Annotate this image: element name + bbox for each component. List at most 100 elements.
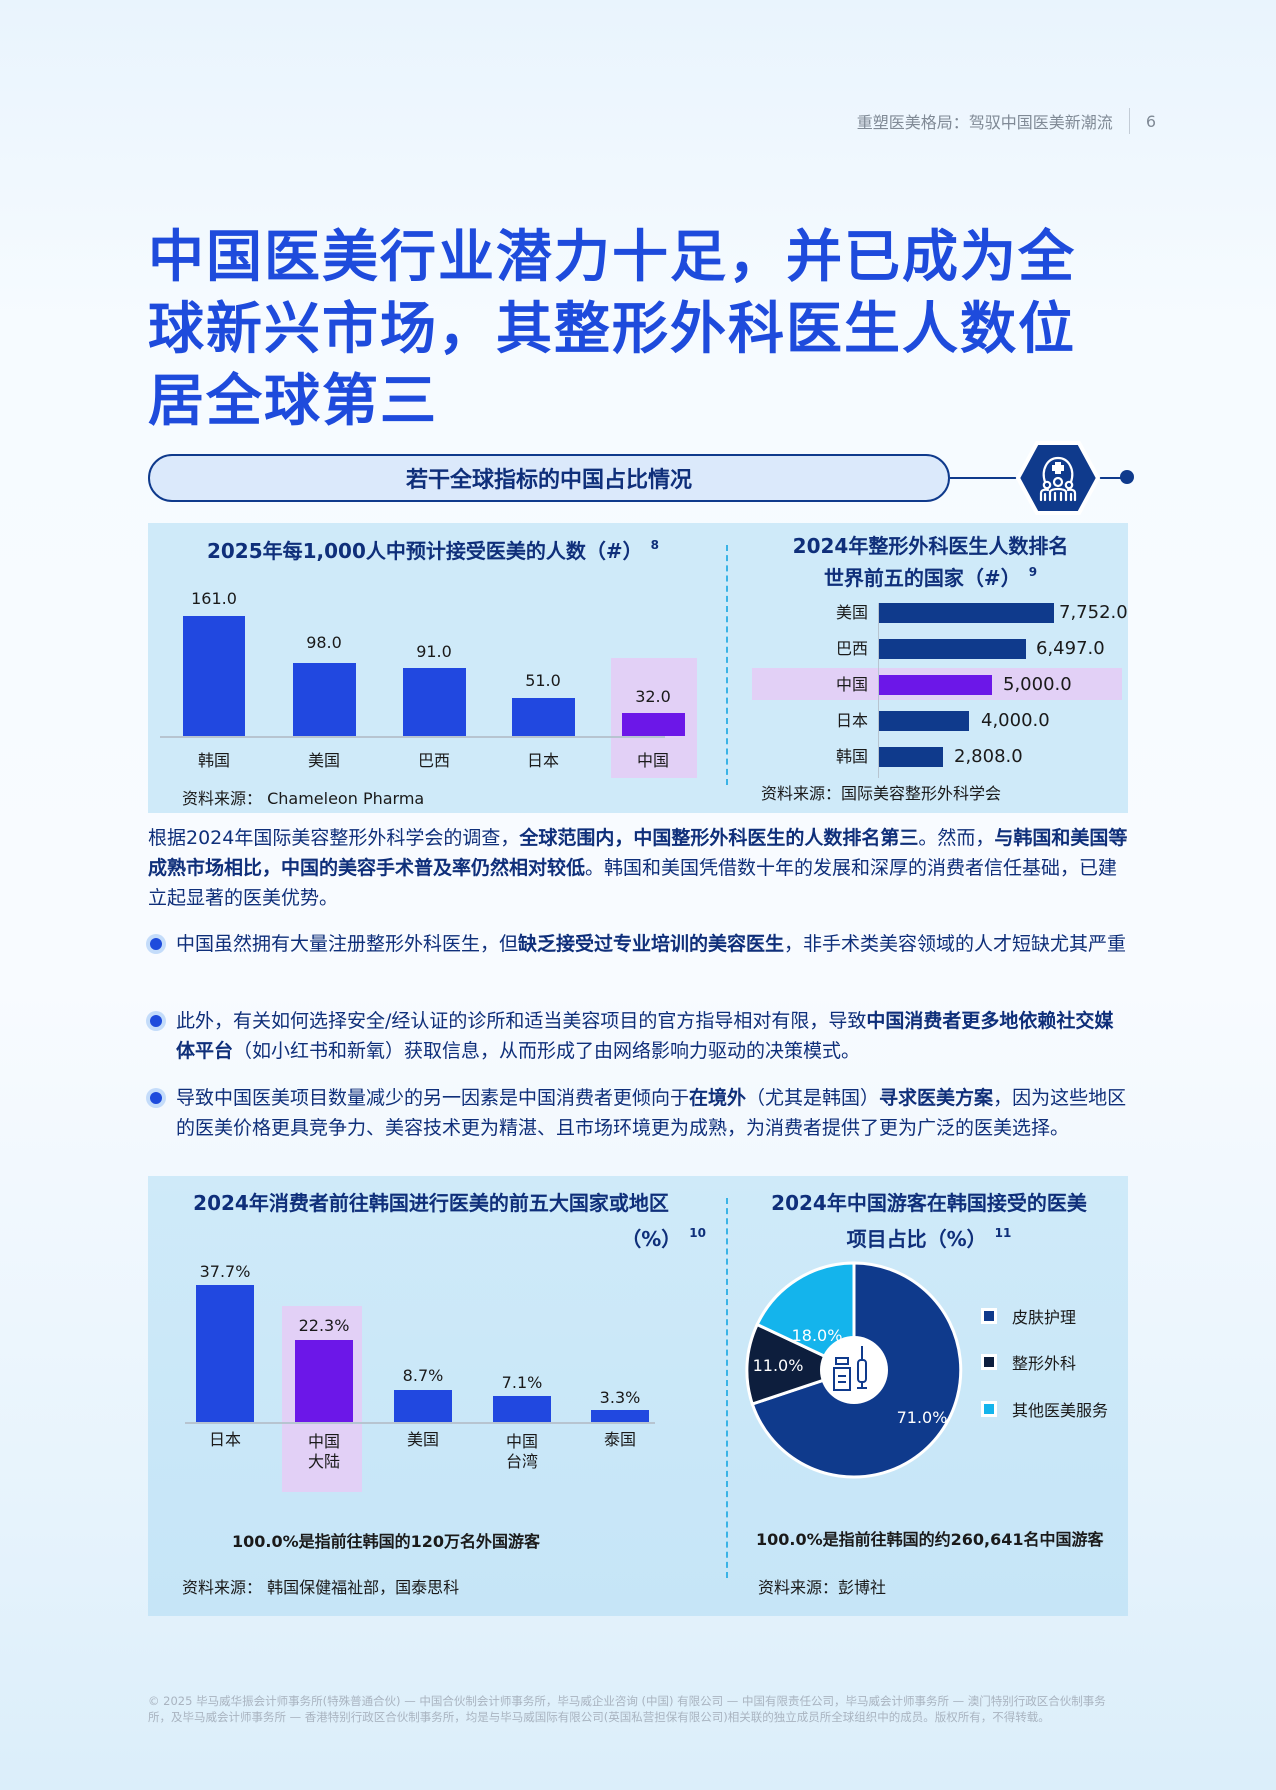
chart2-title: 2024年整形外科医生人数排名 世界前五的国家（#） 9 [792,534,1069,590]
bullet-dot-icon [150,938,162,950]
chart4-value-label: 18.0% [791,1326,843,1345]
chart2-category-label: 巴西 [835,639,868,658]
running-header: 重塑医美格局：驾驭中国医美新潮流 6 [857,108,1156,134]
chart1-title: 2025年每1,000人中预计接受医美的人数（#） 8 [206,538,660,563]
vaccine-syringe-icon [833,1346,867,1391]
chart3-value-label: 3.3% [599,1388,641,1407]
donut-slice-other-services [755,1261,856,1373]
chart1-value-label: 161.0 [191,589,237,608]
chart2-value-label: 2,808.0 [954,746,1023,767]
chart3-title: 2024年消费者前往韩国进行医美的前五大国家或地区 （%） 10 [193,1191,706,1251]
header-divider [1128,108,1130,134]
chart1-bar-brazil [403,668,466,736]
page-number: 6 [1145,111,1156,131]
chart4-note: 100.0%是指前往韩国的约260,641名中国游客 [756,1530,1104,1549]
chart2-value-label: 4,000.0 [981,710,1050,731]
panel-divider [726,1198,728,1578]
chart1-category-label: 中国 [636,751,669,770]
chart1-category-label: 美国 [307,751,340,770]
bullet-dot-icon [150,1092,162,1104]
intro-paragraph: 根据2024年国际美容整形外科学会的调查，全球范围内，中国整形外科医生的人数排名… [148,827,1128,909]
chart3-value-label: 7.1% [501,1373,543,1392]
copyright-footer: © 2025 毕马威华振会计师事务所(特殊普通合伙) — 中国合伙制会计师事务所… [148,1694,1106,1724]
chart3-axis [185,1422,655,1424]
chart3-bar-taiwan [493,1396,551,1422]
banner-connector-dot [1120,470,1134,484]
bullet-item: 此外，有关如何选择安全/经认证的诊所和适当美容项目的官方指导相对有限，导致中国消… [148,1006,1128,1066]
title-line-1: 中国医美行业潜力十足，并已成为全 [148,225,1076,290]
chart1-bar-china [622,713,685,736]
bullet-item: 中国虽然拥有大量注册整形外科医生，但缺乏接受过专业培训的美容医生，非手术类美容领… [148,929,1128,959]
chart1-value-label: 91.0 [416,642,452,661]
chart2-bar-korea [879,747,943,767]
chart2-value-label: 6,497.0 [1036,638,1105,659]
chart4-donut [744,1260,964,1480]
bullet-dot-icon [150,1015,162,1027]
chart3-category-label: 中国 大陆 [307,1432,340,1471]
chart3-bar-thailand [591,1410,649,1422]
chart3-value-label: 22.3% [298,1316,350,1335]
chart3-value-label: 8.7% [402,1366,444,1385]
page-title: 中国医美行业潜力十足，并已成为全 球新兴市场，其整形外科医生人数位 居全球第三 [148,222,1138,438]
chart1-axis [160,736,665,738]
chart2-bar-china [879,675,992,695]
chart3-value-label: 37.7% [199,1262,251,1281]
chart1-footnote: 8 [650,538,660,552]
chart1-category-label: 韩国 [197,751,230,770]
chart2-value-label: 7,752.0 [1059,602,1128,623]
chart1-category-label: 日本 [526,751,559,770]
chart1-value-label: 32.0 [635,687,671,706]
chart3-category-label: 中国 台湾 [505,1432,538,1471]
chart1-bar-usa [293,663,356,736]
chart3-bar-mainland-china [295,1340,353,1422]
chart4-title: 2024年中国游客在韩国接受的医美 项目占比（%） 11 [771,1191,1087,1251]
chart3-note: 100.0%是指前往韩国的120万名外国游客 [232,1532,541,1551]
legend-swatch-cyan [981,1401,997,1417]
chart3-bar-japan [196,1285,254,1422]
chart2-category-label: 韩国 [835,747,868,766]
section-banner: 若干全球指标的中国占比情况 [148,454,950,502]
panel-divider [726,545,728,785]
bullet-item: 导致中国医美项目数量减少的另一因素是中国消费者更倾向于在境外（尤其是韩国）寻求医… [148,1083,1128,1143]
chart2-source: 资料来源：国际美容整形外科学会 [761,784,1002,803]
chart4-legend-item: 整形外科 [981,1350,1076,1374]
section-banner-label: 若干全球指标的中国占比情况 [405,468,692,493]
chart3-bar-usa [394,1390,452,1422]
title-line-2: 球新兴市场，其整形外科医生人数位 [148,297,1076,362]
chart2-bar-brazil [879,639,1026,659]
chart4-legend-item: 皮肤护理 [981,1304,1076,1328]
title-line-3: 居全球第三 [148,369,438,434]
chart1-bar-japan [512,698,575,736]
chart1-value-label: 98.0 [306,633,342,652]
chart2-bar-japan [879,711,969,731]
chart1-bar-korea [183,616,245,736]
top-chart-panel: 2025年每1,000人中预计接受医美的人数（#） 8 161.0 98.0 91… [148,523,1128,813]
chart4-value-label: 11.0% [752,1356,804,1375]
chart3-category-label: 泰国 [603,1430,636,1449]
chart2-footnote: 9 [1028,565,1038,579]
running-title: 重塑医美格局：驾驭中国医美新潮流 [856,113,1113,132]
chart3-footnote: 10 [689,1226,706,1240]
chart2-category-label: 美国 [835,603,868,622]
chart1-value-label: 51.0 [525,671,561,690]
chart3-source: 资料来源： 韩国保健福祉部，国泰思科 [182,1578,460,1597]
chart4-value-label: 71.0% [896,1408,948,1427]
bottom-chart-panel: 2024年消费者前往韩国进行医美的前五大国家或地区 （%） 10 37.7% 22… [148,1176,1128,1616]
legend-swatch-navy [981,1308,997,1324]
chart4-footnote: 11 [994,1226,1012,1240]
medical-team-icon [1015,440,1101,516]
chart3-category-label: 美国 [406,1430,439,1449]
chart4-source: 资料来源：彭博社 [758,1578,887,1597]
legend-swatch-dark [981,1354,997,1370]
chart3-category-label: 日本 [208,1430,241,1449]
chart2-value-label: 5,000.0 [1003,674,1072,695]
chart2-category-label: 日本 [835,711,868,730]
chart1-source: 资料来源： Chameleon Pharma [182,789,425,808]
donut-slice-plastic-surgery [745,1322,859,1406]
chart1-category-label: 巴西 [417,751,450,770]
chart2-category-label: 中国 [835,675,868,694]
chart2-axis [878,603,879,778]
chart2-bar-usa [879,603,1054,623]
chart4-legend-item: 其他医美服务 [981,1397,1108,1421]
